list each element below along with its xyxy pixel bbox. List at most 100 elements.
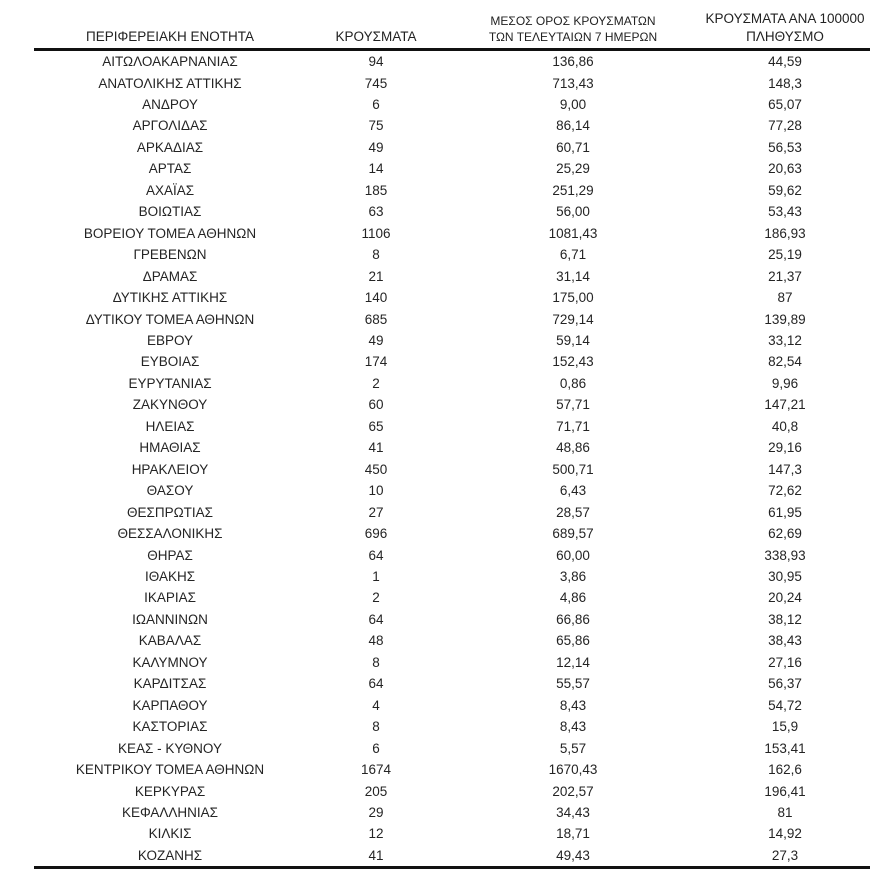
cell-cases: 6 — [372, 97, 380, 112]
cell-region: ΚΑΛΥΜΝΟΥ — [132, 654, 208, 670]
cell-region: ΘΕΣΠΡΩΤΙΑΣ — [126, 504, 214, 520]
cell-avg7: 57,71 — [556, 397, 590, 413]
cell-cases: 10 — [368, 483, 384, 499]
cell-region: ΚΑΣΤΟΡΙΑΣ — [132, 719, 208, 735]
cell-cases: 27 — [368, 504, 384, 520]
table-row: ΕΥΒΟΙΑΣ 174 152,43 82,54 — [34, 351, 870, 372]
cell-cases: 8 — [372, 247, 380, 263]
cell-per100k: 62,69 — [768, 526, 802, 542]
cell-avg7: 31,14 — [556, 268, 590, 284]
column-header-cases: ΚΡΟΥΣΜΑΤΑ — [306, 10, 446, 52]
cell-per100k: 15,9 — [771, 719, 799, 735]
cell-per100k: 38,43 — [768, 633, 802, 649]
table-row: ΔΥΤΙΚΟΥ ΤΟΜΕΑ ΑΘΗΝΩΝ 685 729,14 139,89 — [34, 309, 870, 330]
cell-per100k: 14,92 — [768, 826, 802, 842]
cell-per100k: 147,21 — [764, 397, 806, 413]
cell-avg7: 1670,43 — [548, 762, 598, 778]
cell-avg7: 86,14 — [556, 118, 590, 134]
cell-avg7: 729,14 — [552, 311, 594, 327]
cell-cases: 41 — [368, 440, 384, 456]
cell-region: ΑΡΤΑΣ — [148, 161, 192, 177]
cell-region: ΚΑΡΠΑΘΟΥ — [132, 697, 208, 713]
table-row: ΚΟΖΑΝΗΣ 41 49,43 27,3 — [34, 844, 870, 870]
cell-cases: 64 — [368, 676, 384, 692]
cell-per100k: 139,89 — [764, 311, 806, 327]
cell-cases: 14 — [368, 161, 384, 177]
cell-avg7: 500,71 — [552, 461, 594, 477]
table-row: ΗΜΑΘΙΑΣ 41 48,86 29,16 — [34, 437, 870, 458]
cell-region: ΔΥΤΙΚΗΣ ΑΤΤΙΚΗΣ — [112, 290, 228, 306]
table-row: ΚΕΝΤΡΙΚΟΥ ΤΟΜΕΑ ΑΘΗΝΩΝ 1674 1670,43 162,6 — [34, 759, 870, 780]
cell-per100k: 38,12 — [768, 611, 802, 627]
table-row: ΕΒΡΟΥ 49 59,14 33,12 — [34, 330, 870, 351]
cell-per100k: 30,95 — [768, 568, 802, 584]
column-header-region: ΠΕΡΙΦΕΡΕΙΑΚΗ ΕΝΟΤΗΤΑ — [34, 10, 306, 52]
cell-region: ΚΙΛΚΙΣ — [148, 826, 192, 842]
table-row: ΘΗΡΑΣ 64 60,00 338,93 — [34, 545, 870, 566]
cell-avg7: 59,14 — [556, 332, 590, 348]
cell-cases: 49 — [368, 332, 384, 348]
cell-region: ΘΕΣΣΑΛΟΝΙΚΗΣ — [117, 526, 223, 542]
cell-avg7: 49,43 — [446, 844, 700, 870]
cell-cases: 49 — [368, 139, 384, 155]
cell-region: ΔΡΑΜΑΣ — [142, 268, 198, 284]
cell-per100k: 44,59 — [768, 54, 802, 70]
cell-cases: 8 — [372, 719, 380, 735]
cell-cases: 174 — [364, 354, 388, 370]
cell-per100k: 9,96 — [771, 375, 799, 391]
cell-avg7: 48,86 — [556, 440, 590, 456]
cell-per100k: 20,24 — [768, 590, 802, 606]
cell-per100k: 53,43 — [768, 204, 802, 220]
cell-avg7: 56,00 — [556, 204, 590, 220]
cell-cases: 65 — [368, 418, 384, 434]
table-row: ΒΟΙΩΤΙΑΣ 63 56,00 53,43 — [34, 201, 870, 222]
cell-per100k: 65,07 — [768, 97, 802, 112]
table-row: ΚΕΑΣ - ΚΥΘΝΟΥ 6 5,57 153,41 — [34, 738, 870, 759]
cell-avg7: 34,43 — [556, 804, 590, 820]
cell-cases: 1674 — [360, 762, 392, 778]
column-header-7day-average: ΜΕΣΟΣ ΟΡΟΣ ΚΡΟΥΣΜΑΤΩΝ ΤΩΝ ΤΕΛΕΥΤΑΙΩΝ 7 Η… — [446, 10, 700, 52]
cell-region: ΚΕΝΤΡΙΚΟΥ ΤΟΜΕΑ ΑΘΗΝΩΝ — [75, 762, 265, 778]
cell-per100k: 153,41 — [764, 740, 806, 756]
table-row: ΓΡΕΒΕΝΩΝ 8 6,71 25,19 — [34, 244, 870, 265]
cell-avg7: 689,57 — [552, 526, 594, 542]
cell-region: ΚΟΖΑΝΗΣ — [34, 844, 306, 870]
cell-per100k: 147,3 — [768, 461, 802, 477]
cell-per100k: 27,16 — [768, 654, 802, 670]
table-body: ΑΙΤΩΛΟΑΚΑΡΝΑΝΙΑΣ 94 136,86 44,59 ΑΝΑΤΟΛΙΚΗΣ … — [34, 50, 870, 870]
cell-avg7: 3,86 — [559, 568, 587, 584]
cell-region: ΑΙΤΩΛΟΑΚΑΡΝΑΝΙΑΣ — [102, 54, 238, 70]
cell-cases: 185 — [364, 182, 388, 198]
cell-per100k: 21,37 — [768, 268, 802, 284]
table-row: ΘΑΣΟΥ 10 6,43 72,62 — [34, 480, 870, 501]
cell-region: ΑΝΑΤΟΛΙΚΗΣ ΑΤΤΙΚΗΣ — [98, 75, 242, 91]
cell-cases: 94 — [368, 54, 384, 70]
cell-region: ΑΡΚΑΔΙΑΣ — [136, 139, 204, 155]
cell-per100k: 20,63 — [768, 161, 802, 177]
table-row: ΑΙΤΩΛΟΑΚΑΡΝΑΝΙΑΣ 94 136,86 44,59 — [34, 50, 870, 73]
cell-avg7: 202,57 — [552, 783, 594, 799]
cell-avg7: 65,86 — [556, 633, 590, 649]
table-row: ΑΡΚΑΔΙΑΣ 49 60,71 56,53 — [34, 137, 870, 158]
cell-avg7: 28,57 — [556, 504, 590, 520]
cell-region: ΑΡΓΟΛΙΔΑΣ — [132, 118, 208, 134]
cell-avg7: 66,86 — [556, 611, 590, 627]
cell-avg7: 55,57 — [556, 676, 590, 692]
table-row: ΙΩΑΝΝΙΝΩΝ 64 66,86 38,12 — [34, 609, 870, 630]
cell-avg7: 152,43 — [552, 354, 594, 370]
cell-region: ΚΑΒΑΛΑΣ — [138, 633, 202, 649]
cell-per100k: 56,53 — [768, 139, 802, 155]
cell-region: ΒΟΡΕΙΟΥ ΤΟΜΕΑ ΑΘΗΝΩΝ — [83, 225, 257, 241]
cell-per100k: 29,16 — [768, 440, 802, 456]
cell-region: ΘΑΣΟΥ — [146, 483, 194, 499]
cell-cases: 745 — [364, 75, 388, 91]
cell-cases: 21 — [368, 268, 384, 284]
table-row: ΚΑΡΠΑΘΟΥ 4 8,43 54,72 — [34, 695, 870, 716]
cell-per100k: 72,62 — [768, 483, 802, 499]
table-row: ΑΡΓΟΛΙΔΑΣ 75 86,14 77,28 — [34, 115, 870, 136]
cell-region: ΖΑΚΥΝΘΟΥ — [132, 397, 208, 413]
cell-cases: 8 — [372, 654, 380, 670]
cell-region: ΗΛΕΙΑΣ — [145, 418, 195, 434]
cell-avg7: 0,86 — [559, 375, 587, 391]
cell-cases: 48 — [368, 633, 384, 649]
